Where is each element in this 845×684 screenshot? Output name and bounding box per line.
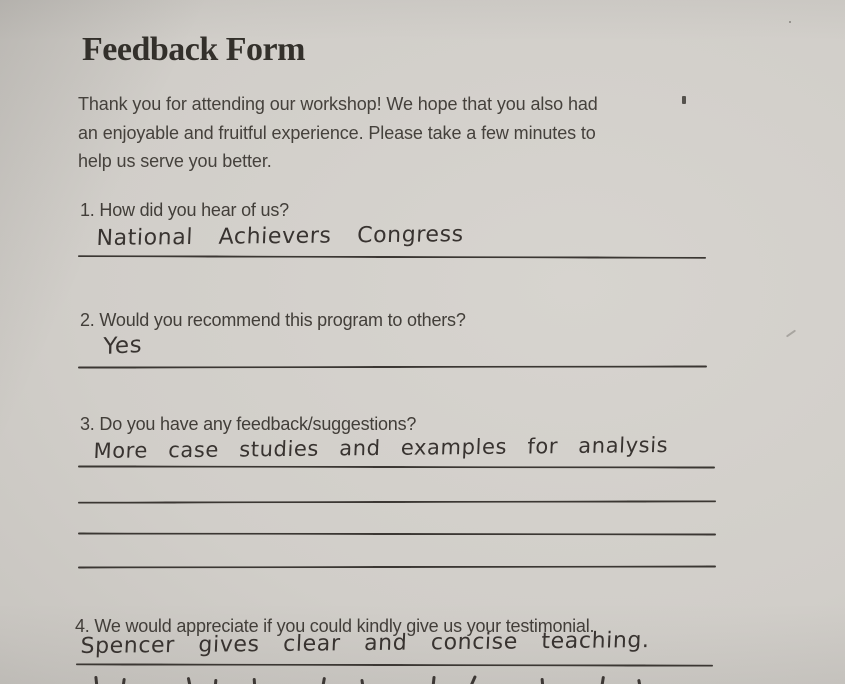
question-4-handwritten-answer: Spencer gives clear and concise teaching… <box>80 628 651 659</box>
question-4-label: 4. We would appreciate if you could kind… <box>75 616 595 636</box>
question-3-blank-line <box>77 565 717 569</box>
intro-line: help us serve you better. <box>78 151 272 171</box>
question-3-blank-line <box>77 532 717 536</box>
question-1-label: 1. How did you hear of us? <box>80 200 289 220</box>
intro-line: Thank you for attending our workshop! We… <box>78 94 598 114</box>
form-title: Feedback Form <box>82 31 305 68</box>
intro-line: an enjoyable and fruitful experience. Pl… <box>78 122 596 143</box>
question-3-label: 3. Do you have any feedback/suggestions? <box>80 414 417 434</box>
intro-paragraph: Thank you for attending our workshop! We… <box>78 90 598 176</box>
question-1-answer-line <box>77 255 707 259</box>
question-3-answer-line <box>77 465 716 469</box>
question-2-answer-line <box>77 365 708 369</box>
paper-speck <box>785 329 797 338</box>
paper-speck <box>789 21 791 23</box>
question-2-label: 2. Would you recommend this program to o… <box>80 310 466 330</box>
question-4-answer-line <box>75 663 714 667</box>
question-2-handwritten-answer: Yes <box>103 331 143 360</box>
paper-speck <box>682 96 686 104</box>
question-3-blank-line <box>77 500 717 504</box>
question-1-handwritten-answer: National Achievers Congress <box>96 222 465 251</box>
question-3-handwritten-answer: More case studies and examples for analy… <box>93 432 669 463</box>
